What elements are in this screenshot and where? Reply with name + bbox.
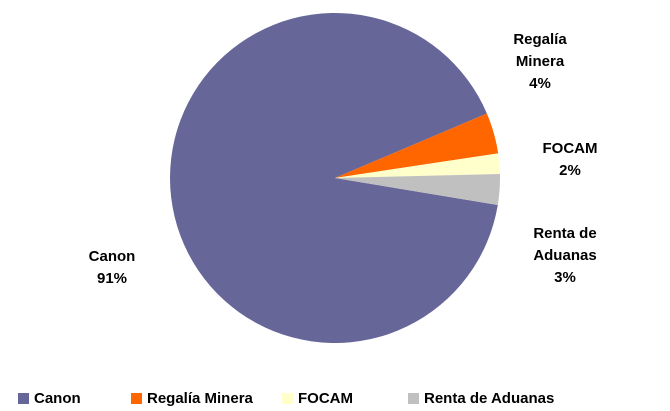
label-value: 3% [554, 269, 576, 286]
pie-slice [335, 153, 500, 178]
legend-item: Regalía Minera [131, 390, 253, 407]
legend-item: Renta de Aduanas [408, 390, 554, 407]
label-value: 91% [96, 270, 128, 287]
legend-swatch [408, 393, 419, 404]
legend-item: FOCAM [282, 390, 353, 407]
legend-swatch [282, 393, 293, 404]
data-label: FOCAM 2% [520, 138, 620, 182]
legend-swatch [131, 393, 142, 404]
legend-label: Canon [34, 390, 81, 407]
label-name: Regalía Minera [513, 31, 567, 70]
data-label: Renta de Aduanas 3% [515, 223, 615, 289]
legend-item: Canon [18, 390, 81, 407]
legend-label: Renta de Aduanas [424, 390, 555, 407]
legend-swatch [18, 393, 29, 404]
label-name: Renta de Aduanas [533, 225, 597, 264]
pie-slice [335, 113, 499, 178]
label-name: Canon [88, 248, 136, 265]
pie-slice [169, 12, 498, 343]
data-label: Canon 91% [62, 246, 162, 290]
legend-label: Regalía Minera [147, 390, 253, 407]
label-value: 4% [529, 75, 551, 92]
data-label: Regalía Minera 4% [490, 29, 590, 95]
legend-label: FOCAM [298, 390, 353, 407]
pie-slice [335, 173, 500, 205]
label-value: 2% [559, 162, 581, 179]
label-name: FOCAM [542, 140, 598, 157]
